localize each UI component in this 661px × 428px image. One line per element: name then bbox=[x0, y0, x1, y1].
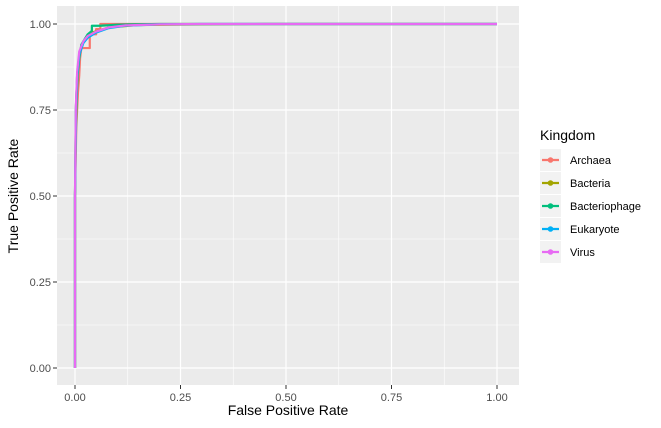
axis-ticks bbox=[53, 23, 498, 389]
series-line-virus bbox=[73, 22, 497, 368]
x-axis-title: False Positive Rate bbox=[228, 402, 349, 418]
legend-label-bacteriophage: Bacteriophage bbox=[570, 201, 641, 213]
legend-label-virus: Virus bbox=[570, 247, 595, 259]
y-tick-label: 0.00 bbox=[30, 363, 51, 375]
legend-label-bacteria: Bacteria bbox=[570, 178, 611, 190]
y-tick-label: 1.00 bbox=[30, 19, 51, 31]
legend-label-eukaryote: Eukaryote bbox=[570, 224, 620, 236]
y-axis-title: True Positive Rate bbox=[5, 138, 21, 253]
x-tick-label: 0.00 bbox=[64, 392, 85, 404]
legend-key-point bbox=[547, 180, 554, 186]
y-tick-label: 0.75 bbox=[30, 105, 51, 117]
x-tick-label: 1.00 bbox=[486, 392, 507, 404]
legend-title: Kingdom bbox=[540, 127, 595, 143]
legend-label-archaea: Archaea bbox=[570, 155, 612, 167]
y-tick-label: 0.50 bbox=[30, 191, 51, 203]
series-lines bbox=[73, 22, 497, 368]
x-tick-labels: 0.00 0.25 0.50 0.75 1.00 bbox=[64, 392, 507, 404]
legend-key-point bbox=[547, 203, 554, 209]
legend-key-point bbox=[547, 249, 554, 255]
legend-key-point bbox=[547, 226, 554, 232]
x-tick-label: 0.50 bbox=[275, 392, 296, 404]
x-tick-label: 0.75 bbox=[381, 392, 402, 404]
x-tick-label: 0.25 bbox=[170, 392, 191, 404]
legend: Archaea Bacteria Bacteriophage Eukaryote Vir… bbox=[540, 149, 641, 263]
legend-key-point bbox=[547, 157, 554, 163]
y-tick-labels: 0.00 0.25 0.50 0.75 1.00 bbox=[30, 19, 51, 375]
y-tick-label: 0.25 bbox=[30, 277, 51, 289]
